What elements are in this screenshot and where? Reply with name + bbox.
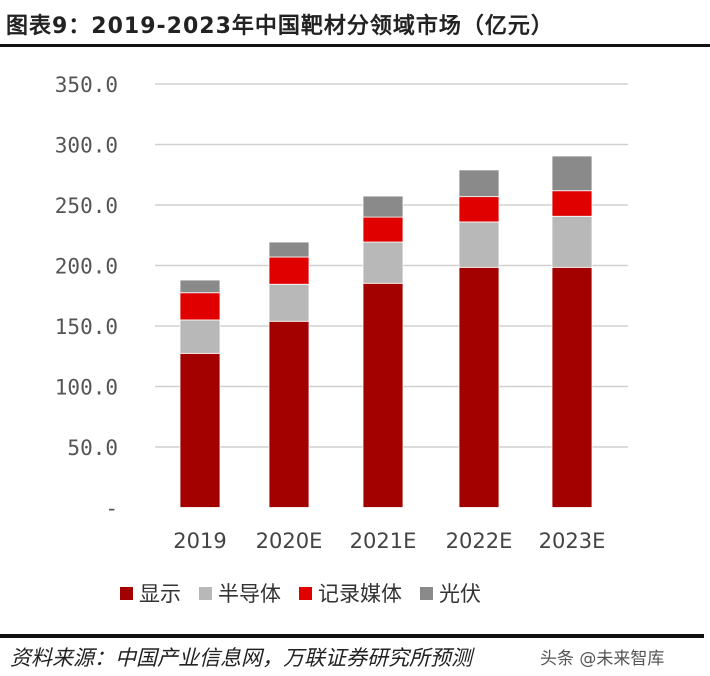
bar-segment — [268, 283, 310, 322]
title-divider — [0, 44, 710, 47]
y-tick-label: 300.0 — [55, 134, 118, 158]
bar-segment — [458, 196, 500, 223]
bar-segment — [268, 256, 310, 285]
y-tick-label: 200.0 — [55, 255, 118, 279]
y-tick-label: 250.0 — [55, 194, 118, 218]
bar-segment — [268, 320, 310, 508]
y-tick-label: 50.0 — [67, 436, 118, 460]
watermark: 头条 @未来智库 — [540, 649, 665, 669]
legend-item: 显示 — [120, 578, 181, 608]
legend: 显示 半导体 记录媒体 光伏 — [120, 578, 481, 608]
y-tick-label: 100.0 — [55, 376, 118, 400]
bar-segment — [362, 216, 404, 243]
bar-segment — [458, 266, 500, 508]
legend-item: 光伏 — [420, 578, 481, 608]
bar-segment — [179, 279, 221, 294]
legend-label: 半导体 — [218, 582, 281, 606]
bar-segment — [268, 241, 310, 258]
x-tick-label: 2021E — [350, 529, 417, 553]
x-tick-label: 2023E — [539, 529, 606, 553]
y-tick-label: - — [105, 497, 118, 521]
legend-item: 记录媒体 — [299, 578, 402, 608]
legend-swatch — [420, 586, 433, 600]
bar-segment — [179, 292, 221, 321]
legend-label: 记录媒体 — [318, 582, 402, 606]
legend-item: 半导体 — [199, 578, 281, 608]
bar-segment — [551, 215, 593, 268]
x-tick-label: 2020E — [256, 529, 323, 553]
y-tick-label: 150.0 — [55, 315, 118, 339]
chart-title: 图表9：2019-2023年中国靶材分领域市场（亿元） — [6, 14, 554, 39]
bar-segment — [362, 241, 404, 284]
bar-segment — [179, 319, 221, 354]
legend-swatch — [120, 586, 133, 600]
bar-segment — [551, 266, 593, 508]
bar-segment — [458, 169, 500, 198]
legend-swatch — [199, 586, 212, 600]
y-tick-label: 350.0 — [55, 73, 118, 97]
bar-segment — [551, 155, 593, 192]
x-tick-label: 2022E — [446, 529, 513, 553]
legend-swatch — [299, 586, 312, 600]
bar-segment — [362, 195, 404, 218]
source-note: 资料来源：中国产业信息网，万联证券研究所预测 — [10, 646, 472, 670]
bar-segment — [179, 352, 221, 508]
legend-label: 光伏 — [439, 582, 481, 606]
x-tick-label: 2019 — [173, 529, 226, 553]
bar-segment — [458, 221, 500, 268]
bar-segment — [551, 190, 593, 217]
legend-label: 显示 — [139, 582, 181, 606]
bar-segment — [362, 282, 404, 508]
source-divider — [0, 634, 704, 638]
